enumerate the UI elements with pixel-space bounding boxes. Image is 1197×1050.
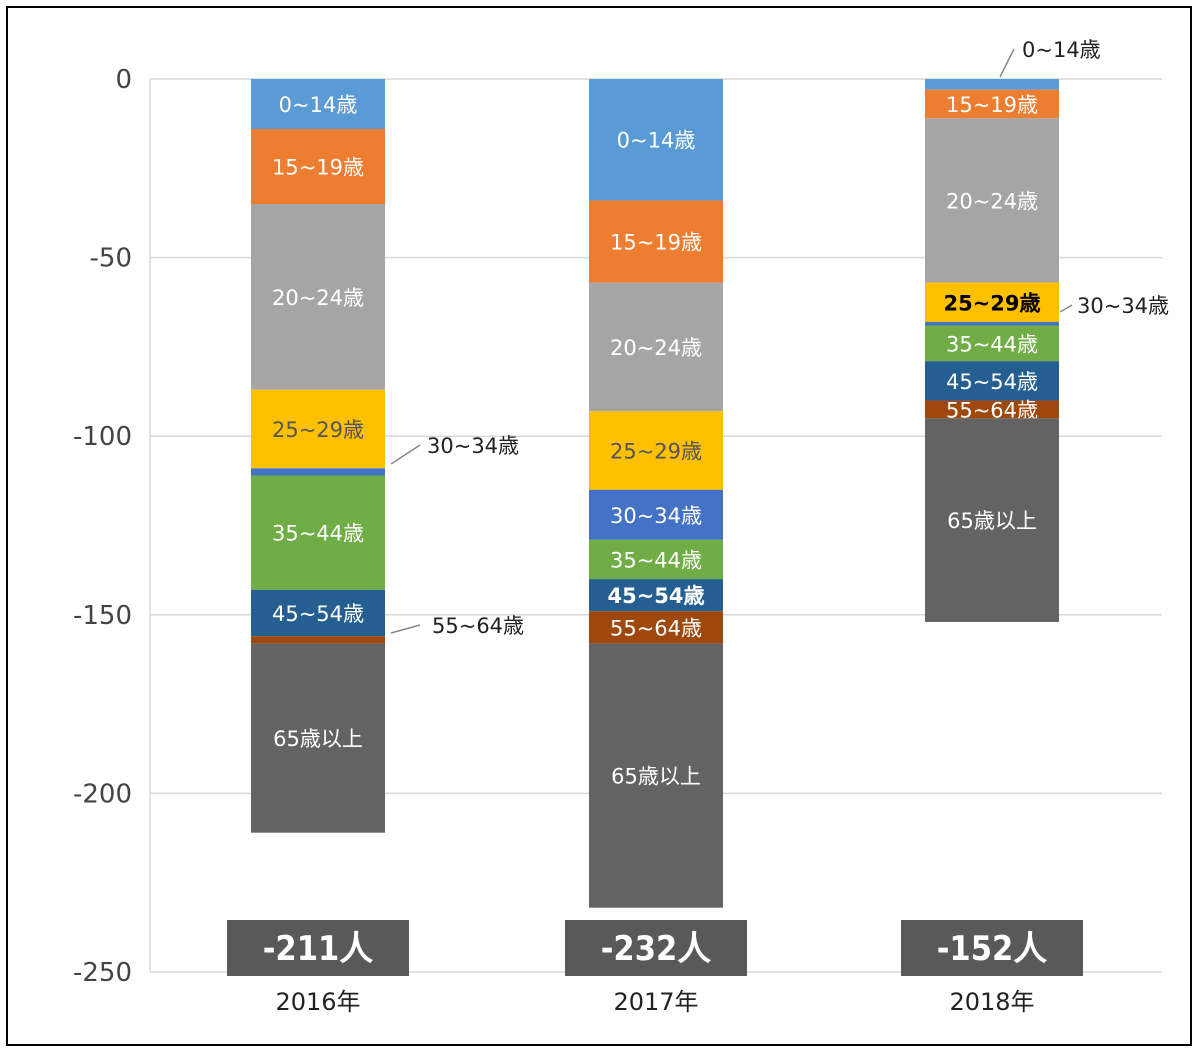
segment-label: 25~29歳	[272, 418, 364, 442]
segment-label: 55~64歳	[610, 616, 702, 640]
x-category-label: 2017年	[613, 988, 698, 1016]
segment-label: 15~19歳	[946, 93, 1038, 117]
segment-label: 65歳以上	[273, 727, 363, 751]
y-tick-label: -250	[73, 958, 132, 988]
bar-segment-0-8	[251, 643, 385, 833]
bar-segment-2-7	[925, 400, 1059, 419]
segment-label-outside: 55~64歳	[432, 614, 524, 638]
segment-label: 25~29歳	[610, 439, 702, 463]
bar-segment-2-0	[925, 79, 1059, 90]
bar-segment-0-3	[251, 389, 385, 469]
segment-label: 35~44歳	[272, 522, 364, 546]
segment-label: 20~24歳	[610, 336, 702, 360]
segment-label: 65歳以上	[947, 509, 1037, 533]
bar-segment-0-1	[251, 129, 385, 205]
bar-segment-1-3	[589, 411, 723, 490]
bar-segment-0-5	[251, 475, 385, 590]
total-badge	[227, 920, 409, 976]
bar-segment-0-2	[251, 204, 385, 390]
bar-segment-1-8	[589, 643, 723, 908]
segment-label: 35~44歳	[610, 548, 702, 572]
bar-segment-2-1	[925, 89, 1059, 119]
y-tick-label: -200	[73, 779, 132, 809]
x-category-label: 2018年	[949, 988, 1034, 1016]
leader-line	[390, 444, 421, 465]
bar-segment-2-8	[925, 418, 1059, 622]
bar-segment-1-1	[589, 200, 723, 283]
bar-segment-2-4	[925, 321, 1059, 326]
leader-line	[390, 624, 421, 634]
segment-label: 30~34歳	[610, 504, 702, 528]
total-badge	[565, 920, 747, 976]
total-label: -152人	[937, 929, 1048, 969]
segment-label-outside: 0~14歳	[1022, 38, 1101, 62]
segment-label: 35~44歳	[946, 332, 1038, 356]
segment-label: 0~14歳	[617, 129, 696, 153]
y-tick-label: 0	[115, 65, 132, 95]
bar-segment-2-6	[925, 361, 1059, 401]
stacked-bar-chart: 0 -50 -100 -150 -200 -250 0~14歳 15~19歳 20~24歳 25~…	[73, 38, 1169, 1016]
bar-segment-1-4	[589, 489, 723, 540]
bar-segment-0-0	[251, 79, 385, 130]
chart-frame: 0 -50 -100 -150 -200 -250 0~14歳 15~19歳 20~24歳 25~…	[6, 6, 1192, 1046]
bar-segment-2-3	[925, 282, 1059, 322]
segment-label-outside: 30~34歳	[427, 434, 519, 458]
total-label: -232人	[601, 929, 712, 969]
segment-label: 45~54歳	[607, 584, 704, 608]
segment-label: 25~29歳	[943, 291, 1040, 315]
total-label: -211人	[263, 929, 374, 969]
bar-segment-1-0	[589, 79, 723, 201]
bar-segment-0-7	[251, 636, 385, 644]
bar-segment-2-5	[925, 325, 1059, 362]
segment-label: 0~14歳	[279, 93, 358, 117]
segment-label: 15~19歳	[272, 156, 364, 180]
x-category-label: 2016年	[275, 988, 360, 1016]
bar-segment-1-6	[589, 579, 723, 612]
segment-label: 45~54歳	[946, 370, 1038, 394]
segment-label-outside: 30~34歳	[1077, 294, 1169, 318]
bar-segment-1-7	[589, 611, 723, 644]
bar-segment-0-6	[251, 589, 385, 637]
leader-line	[999, 48, 1015, 78]
segment-label: 20~24歳	[946, 189, 1038, 213]
y-tick-label: -100	[73, 422, 132, 452]
bar-segment-2-2	[925, 118, 1059, 283]
segment-label: 15~19歳	[610, 231, 702, 255]
segment-label: 45~54歳	[272, 602, 364, 626]
total-badge	[901, 920, 1083, 976]
y-tick-label: -150	[73, 601, 132, 631]
bar-segment-0-4	[251, 468, 385, 476]
bar-segment-1-5	[589, 539, 723, 580]
segment-label: 20~24歳	[272, 286, 364, 310]
bar-segment-1-2	[589, 282, 723, 412]
leader-line	[1059, 304, 1073, 313]
segment-label: 65歳以上	[611, 765, 701, 789]
y-tick-label: -50	[90, 244, 132, 274]
